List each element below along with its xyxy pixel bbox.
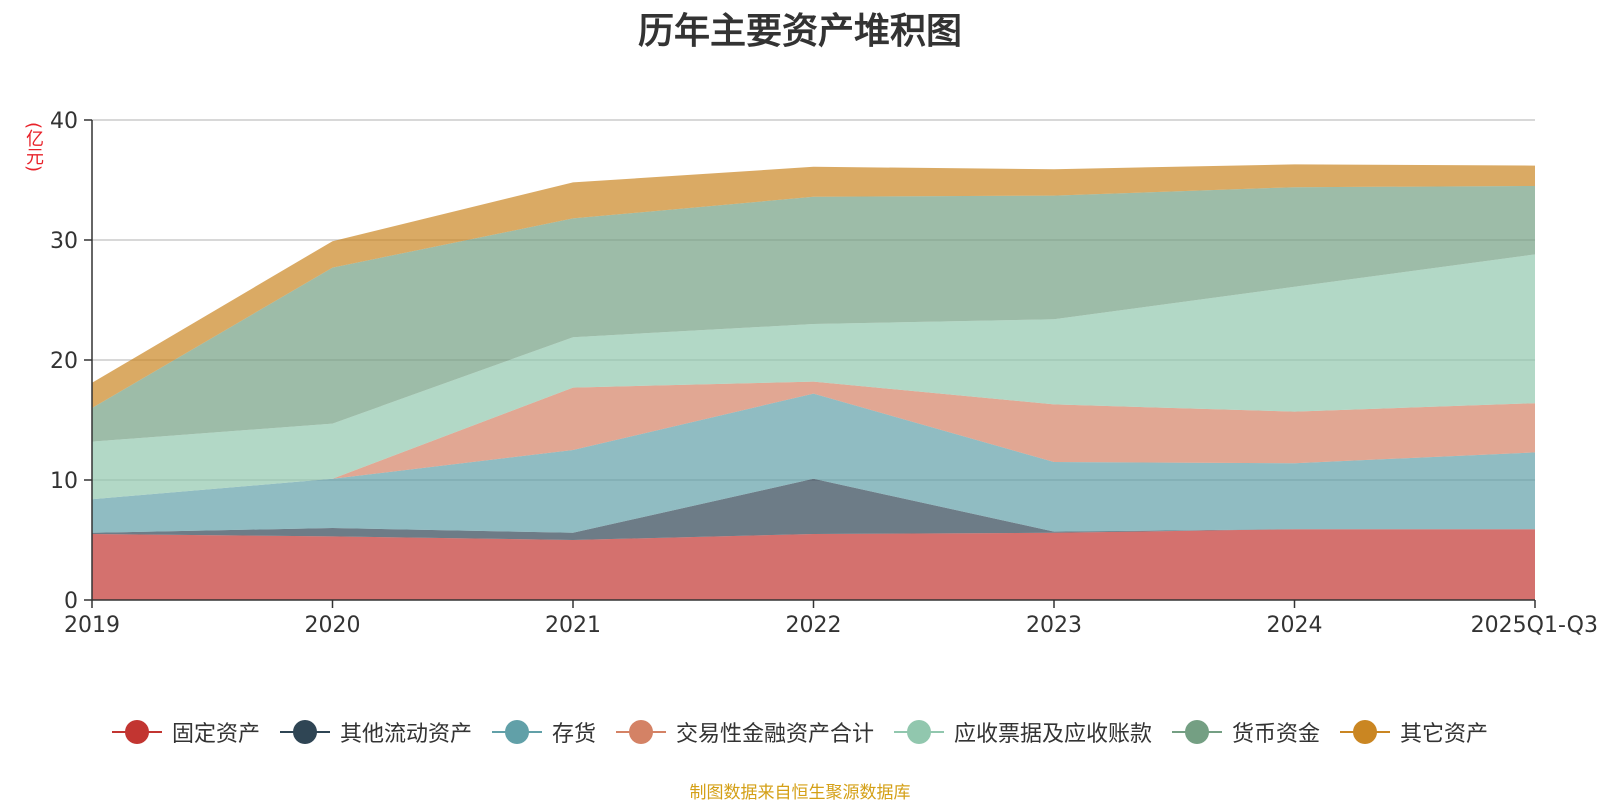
legend-label-5: 货币资金 bbox=[1232, 722, 1321, 747]
legend-swatch-dot bbox=[628, 720, 653, 744]
legend-label-4: 应收票据及应收账款 bbox=[954, 722, 1153, 747]
area-series-3[interactable] bbox=[92, 381, 1535, 500]
legend-swatch-dot bbox=[292, 720, 317, 744]
legend-swatch-6 bbox=[1340, 719, 1391, 745]
y-tick-label-20: 20 bbox=[50, 349, 78, 374]
legend-swatch-dot bbox=[1353, 720, 1378, 744]
legend-swatch-0 bbox=[111, 719, 162, 745]
x-tick-label-2: 2021 bbox=[545, 613, 601, 638]
area-series-2[interactable] bbox=[92, 393, 1535, 533]
y-tick-label-30: 30 bbox=[50, 229, 78, 254]
legend-item-4[interactable]: 应收票据及应收账款 bbox=[894, 716, 1152, 748]
area-series-6[interactable] bbox=[92, 164, 1535, 408]
legend-item-1[interactable]: 其他流动资产 bbox=[279, 716, 472, 748]
x-tick-label-1: 2020 bbox=[305, 613, 361, 638]
legend-swatch-dot bbox=[907, 720, 931, 744]
y-tick-label-0: 0 bbox=[64, 589, 78, 614]
stacked-area-chart: 0 10 20 30 40 2019 2020 2021 2022 2023 2024 2025Q1-… bbox=[50, 109, 1598, 638]
legend-swatch-dot bbox=[504, 720, 529, 744]
y-tick-label-10: 10 bbox=[50, 469, 78, 494]
legend-label-6: 其它资产 bbox=[1400, 722, 1489, 747]
legend: 固定资产 其他流动资产 存货 交易性金融资产合计 应收票据及应收账款 货币资金 其它资产 bbox=[0, 716, 1600, 748]
legend-swatch-dot bbox=[1185, 720, 1210, 744]
legend-item-6[interactable]: 其它资产 bbox=[1340, 716, 1488, 748]
area-series-1[interactable] bbox=[92, 478, 1535, 540]
legend-item-2[interactable]: 存货 bbox=[491, 716, 596, 748]
x-tick-label-6: 2025Q1-Q3 bbox=[1471, 613, 1598, 638]
y-axis-unit-label: (亿元) bbox=[23, 122, 44, 173]
legend-item-0[interactable]: 固定资产 bbox=[111, 716, 260, 748]
legend-swatch-1 bbox=[279, 719, 330, 745]
legend-label-2: 存货 bbox=[551, 722, 596, 747]
legend-swatch-3 bbox=[615, 719, 666, 745]
legend-swatch-2 bbox=[491, 719, 542, 745]
x-tick-label-4: 2023 bbox=[1026, 613, 1082, 638]
area-series-4[interactable] bbox=[92, 254, 1535, 500]
area-series-0[interactable] bbox=[92, 529, 1535, 600]
legend-item-3[interactable]: 交易性金融资产合计 bbox=[615, 716, 874, 748]
area-series-5[interactable] bbox=[92, 186, 1535, 442]
legend-label-0: 固定资产 bbox=[171, 722, 260, 747]
x-tick-label-3: 2022 bbox=[786, 613, 842, 638]
axes: 0 10 20 30 40 2019 2020 2021 2022 2023 2024 2025Q1-… bbox=[50, 109, 1598, 638]
legend-label-1: 其他流动资产 bbox=[339, 722, 472, 747]
x-tick-label-0: 2019 bbox=[64, 613, 120, 638]
legend-item-5[interactable]: 货币资金 bbox=[1172, 716, 1320, 748]
legend-swatch-4 bbox=[894, 719, 944, 745]
chart-title: 历年主要资产堆积图 bbox=[637, 11, 962, 52]
y-tick-label-40: 40 bbox=[50, 109, 78, 134]
x-tick-label-5: 2024 bbox=[1267, 613, 1323, 638]
legend-label-3: 交易性金融资产合计 bbox=[675, 722, 874, 747]
source-note: 制图数据来自恒生聚源数据库 bbox=[689, 783, 911, 803]
legend-swatch-dot bbox=[124, 720, 149, 744]
area-series bbox=[92, 164, 1535, 600]
legend-swatch-5 bbox=[1172, 719, 1223, 745]
